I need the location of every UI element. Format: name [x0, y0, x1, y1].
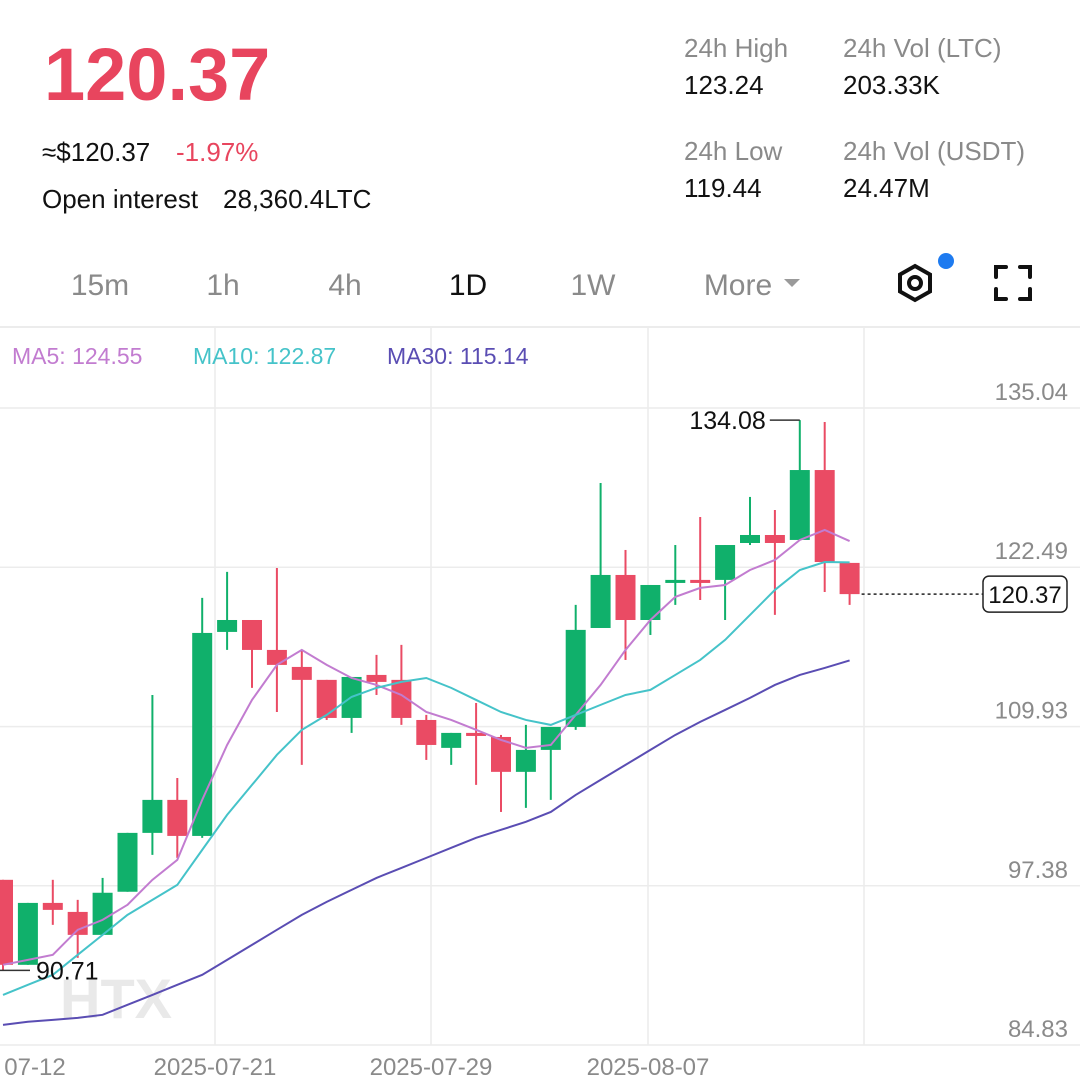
- candle-body: [242, 619, 262, 650]
- timeframe-tab[interactable]: 1h: [206, 269, 239, 302]
- stat-value: 123.24: [684, 70, 764, 100]
- y-tick-label: 122.49: [995, 538, 1068, 565]
- candle-body: [192, 632, 213, 836]
- candle-body: [615, 574, 636, 620]
- ma-line: [2, 528, 851, 966]
- stat-label: 24h High: [684, 33, 788, 63]
- candle-body: [789, 470, 810, 540]
- candle-body: [491, 736, 511, 772]
- candle-body: [67, 911, 88, 935]
- candle-body: [640, 584, 661, 620]
- candle-body: [142, 799, 163, 833]
- candle-body: [0, 879, 13, 965]
- watermark: HTX: [60, 967, 172, 1030]
- candle-body: [117, 832, 138, 892]
- candle-body: [839, 562, 860, 595]
- candle-body: [291, 666, 312, 680]
- x-tick-label: 2025-07-21: [154, 1054, 277, 1081]
- candle-body: [391, 679, 412, 718]
- open-interest-label: Open interest: [42, 184, 199, 214]
- candle-body: [665, 579, 686, 583]
- stat-label: 24h Vol (LTC): [843, 33, 1001, 63]
- candle-body: [814, 470, 835, 563]
- timeframe-tab[interactable]: 1D: [449, 269, 487, 302]
- last-price-box: [982, 575, 1068, 613]
- high-annotation: 134.08: [689, 407, 765, 435]
- last-price: 120.37: [44, 33, 270, 116]
- price-change: -1.97%: [176, 137, 258, 167]
- legend-entry: MA10: 122.87: [193, 343, 336, 369]
- candle-body: [515, 749, 536, 772]
- candle-body: [366, 674, 387, 682]
- candle-body: [217, 619, 238, 632]
- stat-value: 24.47M: [843, 173, 930, 203]
- timeframe-tab[interactable]: 4h: [328, 269, 361, 302]
- candle-body: [740, 534, 760, 543]
- candle-body: [416, 719, 437, 745]
- timeframe-tab[interactable]: More: [704, 269, 772, 302]
- usd-price: ≈$120.37: [42, 137, 150, 167]
- candle-body: [42, 902, 63, 910]
- ma-line: [2, 561, 850, 996]
- candle-body: [316, 679, 337, 718]
- timeframe-tab[interactable]: 15m: [71, 269, 129, 302]
- last-price-label: 120.37: [988, 582, 1061, 609]
- settings-icon[interactable]: [898, 253, 954, 303]
- x-tick-label: 2025-08-07: [587, 1054, 710, 1081]
- candle-body: [565, 629, 586, 727]
- dropdown-caret: [784, 279, 800, 287]
- candle-body: [715, 545, 736, 580]
- stat-value: 119.44: [684, 173, 762, 203]
- candle-body: [266, 649, 287, 665]
- open-interest: 28,360.4LTC: [223, 184, 371, 214]
- candle-body: [167, 799, 188, 836]
- y-tick-label: 109.93: [995, 698, 1068, 725]
- candle-body: [690, 579, 711, 583]
- candle-body: [92, 892, 113, 935]
- candle-body: [764, 534, 785, 543]
- plot-area: [0, 420, 860, 1026]
- candle-body: [441, 732, 462, 748]
- timeframe-tab[interactable]: 1W: [571, 269, 617, 302]
- stat-value: 203.33K: [843, 70, 941, 100]
- y-tick-label: 97.38: [1008, 857, 1068, 884]
- legend-entry: MA30: 115.14: [387, 343, 529, 369]
- candle-body: [466, 732, 487, 736]
- candle-body: [17, 902, 38, 965]
- y-tick-label: 84.83: [1008, 1016, 1068, 1043]
- fullscreen-icon[interactable]: [994, 265, 1032, 301]
- stat-label: 24h Vol (USDT): [843, 136, 1025, 166]
- candle-body: [590, 574, 611, 628]
- low-annotation: 90.71: [36, 957, 99, 985]
- ma-line: [2, 659, 850, 1026]
- stat-label: 24h Low: [684, 136, 783, 166]
- legend-entry: MA5: 124.55: [12, 343, 142, 369]
- x-tick-label: 2025-07-29: [370, 1054, 493, 1081]
- candle-body: [540, 726, 561, 750]
- x-tick-label: 07-12: [4, 1054, 65, 1081]
- y-tick-label: 135.04: [995, 379, 1068, 406]
